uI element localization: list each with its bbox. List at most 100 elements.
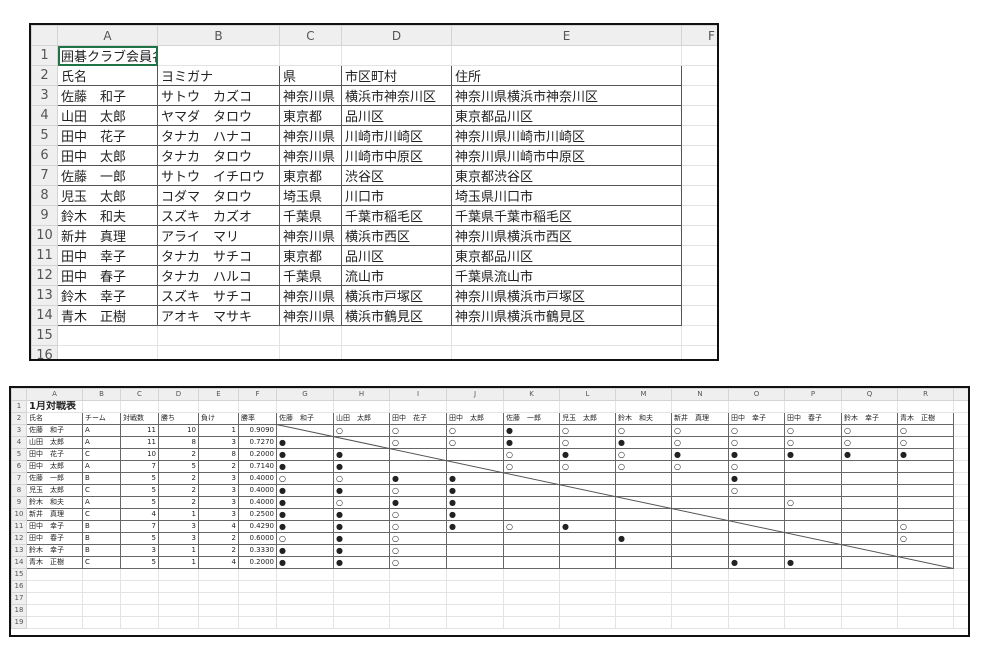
row-header[interactable]: 1: [11, 400, 27, 413]
cell-P6[interactable]: [784, 460, 842, 473]
cell-G18[interactable]: [276, 604, 334, 617]
cell-K11[interactable]: ○: [503, 520, 560, 533]
cell-D9[interactable]: 千葉市稲毛区: [341, 205, 452, 226]
cell-H4[interactable]: [333, 436, 390, 449]
cell-O5[interactable]: ●: [728, 448, 785, 461]
cell-C11[interactable]: 東京都: [279, 245, 342, 266]
cell-M12[interactable]: ●: [615, 532, 672, 545]
cell-G11[interactable]: ●: [276, 520, 334, 533]
column-header-K[interactable]: K: [503, 388, 560, 401]
cell-D12[interactable]: 流山市: [341, 265, 452, 286]
row-header[interactable]: 9: [31, 205, 58, 226]
cell-C5[interactable]: 10: [120, 448, 159, 461]
cell-G13[interactable]: ●: [276, 544, 334, 557]
cell-E10[interactable]: 3: [198, 508, 239, 521]
row-header[interactable]: 9: [11, 496, 27, 509]
cell-N9[interactable]: [671, 496, 729, 509]
cell-G17[interactable]: [276, 592, 334, 605]
cell-F7[interactable]: [681, 165, 717, 186]
cell-O9[interactable]: [728, 496, 785, 509]
cell-H10[interactable]: ●: [333, 508, 390, 521]
cell-extra[interactable]: [953, 592, 968, 605]
cell-D8[interactable]: 川口市: [341, 185, 452, 206]
column-header-C[interactable]: C: [279, 25, 342, 46]
row-header[interactable]: 4: [11, 436, 27, 449]
cell-P2[interactable]: 田中 春子: [784, 412, 842, 425]
cell-A6[interactable]: 田中 太郎: [57, 145, 158, 166]
cell-M15[interactable]: [615, 568, 672, 581]
cell-F8[interactable]: 0.4000: [238, 484, 277, 497]
cell-F9[interactable]: [681, 205, 717, 226]
cell-L13[interactable]: [559, 544, 616, 557]
cell-H5[interactable]: ●: [333, 448, 390, 461]
row-header[interactable]: 15: [11, 568, 27, 581]
row-header[interactable]: 6: [11, 460, 27, 473]
cell-A1[interactable]: 1月対戦表: [26, 400, 83, 413]
column-header-D[interactable]: D: [158, 388, 199, 401]
cell-R5[interactable]: ●: [897, 448, 954, 461]
cell-D11[interactable]: 品川区: [341, 245, 452, 266]
cell-R7[interactable]: [897, 472, 954, 485]
cell-D7[interactable]: 2: [158, 472, 199, 485]
cell-F14[interactable]: 0.2000: [238, 556, 277, 569]
row-header[interactable]: 19: [11, 616, 27, 629]
cell-R6[interactable]: [897, 460, 954, 473]
cell-O19[interactable]: [728, 616, 785, 629]
cell-F3[interactable]: [681, 85, 717, 106]
cell-N6[interactable]: ○: [671, 460, 729, 473]
cell-D1[interactable]: [158, 400, 199, 413]
cell-I11[interactable]: ○: [389, 520, 447, 533]
cell-B4[interactable]: A: [82, 436, 121, 449]
cell-Q6[interactable]: [841, 460, 898, 473]
cell-B1[interactable]: [82, 400, 121, 413]
column-header-E[interactable]: E: [451, 25, 682, 46]
cell-G10[interactable]: ●: [276, 508, 334, 521]
column-header-C[interactable]: C: [120, 388, 159, 401]
cell-C15[interactable]: [120, 568, 159, 581]
cell-O4[interactable]: ○: [728, 436, 785, 449]
cell-M1[interactable]: [615, 400, 672, 413]
cell-E8[interactable]: 埼玉県川口市: [451, 185, 682, 206]
cell-C16[interactable]: [120, 580, 159, 593]
cell-C17[interactable]: [120, 592, 159, 605]
cell-C8[interactable]: 埼玉県: [279, 185, 342, 206]
cell-J7[interactable]: ●: [446, 472, 504, 485]
cell-H17[interactable]: [333, 592, 390, 605]
cell-E10[interactable]: 神奈川県横浜市西区: [451, 225, 682, 246]
cell-A1[interactable]: 囲碁クラブ会員名簿: [57, 45, 158, 66]
cell-O15[interactable]: [728, 568, 785, 581]
cell-C12[interactable]: 千葉県: [279, 265, 342, 286]
row-header[interactable]: 10: [31, 225, 58, 246]
cell-K2[interactable]: 佐藤 一郎: [503, 412, 560, 425]
cell-O1[interactable]: [728, 400, 785, 413]
cell-P13[interactable]: [784, 544, 842, 557]
cell-D19[interactable]: [158, 616, 199, 629]
cell-A9[interactable]: 鈴木 和夫: [57, 205, 158, 226]
cell-Q15[interactable]: [841, 568, 898, 581]
cell-F17[interactable]: [238, 592, 277, 605]
cell-D13[interactable]: 横浜市戸塚区: [341, 285, 452, 306]
cell-F11[interactable]: 0.4290: [238, 520, 277, 533]
cell-E3[interactable]: 神奈川県横浜市神奈川区: [451, 85, 682, 106]
cell-A2[interactable]: 氏名: [26, 412, 83, 425]
cell-A11[interactable]: 田中 幸子: [26, 520, 83, 533]
cell-R1[interactable]: [897, 400, 954, 413]
cell-E3[interactable]: 1: [198, 424, 239, 437]
cell-J15[interactable]: [446, 568, 504, 581]
cell-A19[interactable]: [26, 616, 83, 629]
cell-H8[interactable]: ●: [333, 484, 390, 497]
cell-J5[interactable]: [446, 448, 504, 461]
cell-E6[interactable]: 2: [198, 460, 239, 473]
cell-Q8[interactable]: [841, 484, 898, 497]
cell-E11[interactable]: 4: [198, 520, 239, 533]
cell-N19[interactable]: [671, 616, 729, 629]
cell-P11[interactable]: [784, 520, 842, 533]
cell-A5[interactable]: 田中 花子: [57, 125, 158, 146]
cell-O10[interactable]: [728, 508, 785, 521]
cell-K12[interactable]: [503, 532, 560, 545]
cell-K6[interactable]: ○: [503, 460, 560, 473]
cell-G15[interactable]: [276, 568, 334, 581]
cell-N4[interactable]: ○: [671, 436, 729, 449]
cell-D2[interactable]: 勝ち: [158, 412, 199, 425]
row-header[interactable]: 10: [11, 508, 27, 521]
